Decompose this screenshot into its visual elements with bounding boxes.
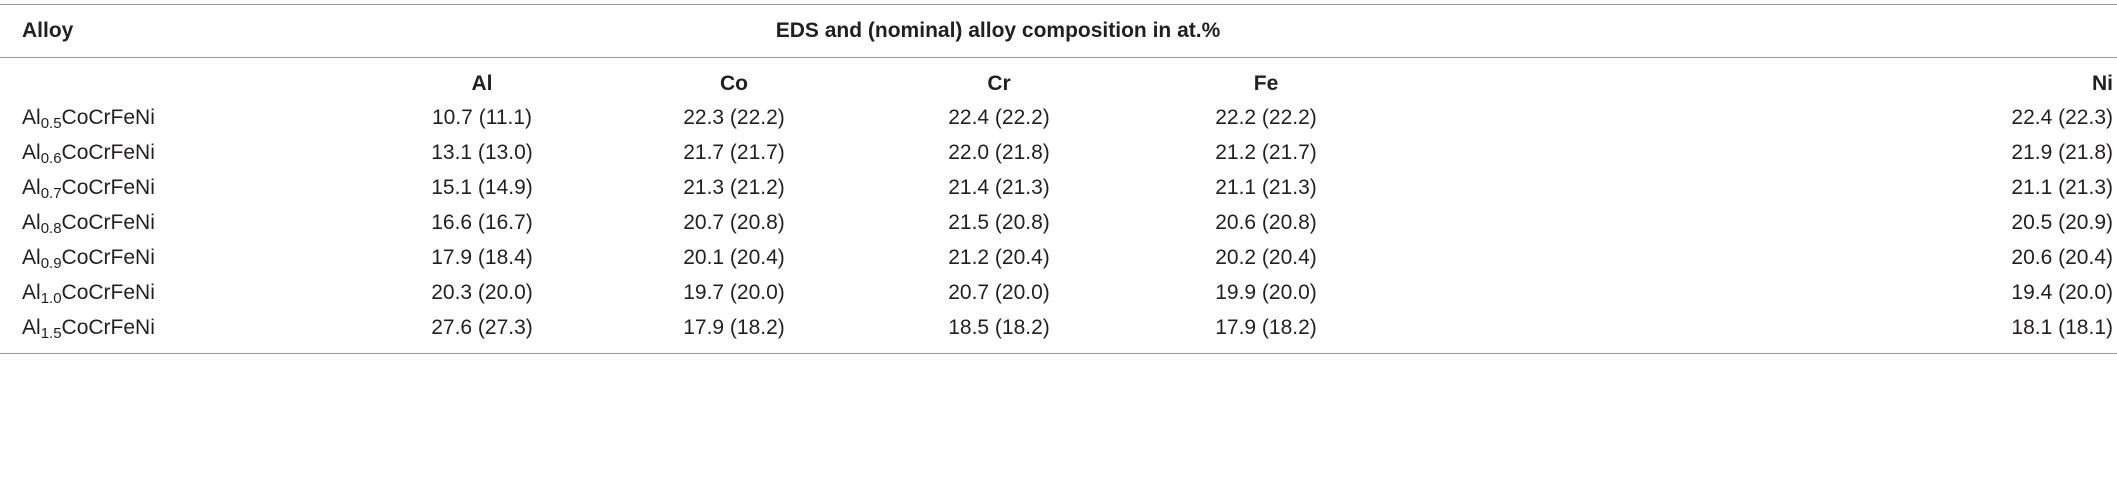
alloy-name: Al0.5CoCrFeNi [22, 105, 155, 131]
alloy-base: Al [22, 211, 41, 234]
composition-value: 27.6 (27.3) [431, 316, 533, 339]
composition-value: 21.7 (21.7) [683, 141, 785, 164]
alloy-header: Alloy [22, 19, 74, 42]
alloy-subscript: 0.7 [40, 185, 62, 202]
composition-value: 18.1 (18.1) [2011, 316, 2113, 339]
composition-value: 22.4 (22.3) [2011, 106, 2113, 129]
alloy-name: Al1.0CoCrFeNi [22, 280, 155, 306]
alloy-rest: CoCrFeNi [61, 246, 155, 269]
alloy-name: Al0.7CoCrFeNi [22, 175, 155, 201]
composition-value: 22.2 (22.2) [1215, 106, 1317, 129]
alloy-subscript: 1.5 [40, 325, 62, 342]
alloy-name: Al0.8CoCrFeNi [22, 210, 155, 236]
composition-value: 21.4 (21.3) [948, 176, 1050, 199]
alloy-rest: CoCrFeNi [61, 141, 155, 164]
alloy-rest: CoCrFeNi [61, 176, 155, 199]
composition-value: 17.9 (18.2) [683, 316, 785, 339]
composition-value: 17.9 (18.2) [1215, 316, 1317, 339]
bottom-rule [0, 353, 2117, 354]
alloy-subscript: 0.6 [40, 150, 62, 167]
alloy-rest: CoCrFeNi [61, 281, 155, 304]
alloy-rest: CoCrFeNi [61, 316, 155, 339]
composition-value: 22.4 (22.2) [948, 106, 1050, 129]
composition-value: 20.7 (20.8) [683, 211, 785, 234]
column-header: Cr [987, 72, 1011, 95]
composition-value: 21.2 (20.4) [948, 246, 1050, 269]
column-header: Fe [1253, 72, 1279, 95]
composition-value: 18.5 (18.2) [948, 316, 1050, 339]
composition-value: 22.0 (21.8) [948, 141, 1050, 164]
alloy-name: Al0.6CoCrFeNi [22, 140, 155, 166]
composition-value: 13.1 (13.0) [431, 141, 533, 164]
header-rule [0, 57, 2117, 58]
composition-value: 22.3 (22.2) [683, 106, 785, 129]
composition-value: 21.2 (21.7) [1215, 141, 1317, 164]
top-rule [0, 4, 2117, 5]
composition-value: 21.1 (21.3) [2011, 176, 2113, 199]
alloy-name: Al0.9CoCrFeNi [22, 245, 155, 271]
composition-value: 21.9 (21.8) [2011, 141, 2113, 164]
alloy-base: Al [22, 106, 41, 129]
alloy-subscript: 1.0 [40, 290, 62, 307]
composition-value: 21.3 (21.2) [683, 176, 785, 199]
composition-value: 21.1 (21.3) [1215, 176, 1317, 199]
composition-value: 19.7 (20.0) [683, 281, 785, 304]
column-header: Al [471, 72, 493, 95]
composition-value: 19.9 (20.0) [1215, 281, 1317, 304]
alloy-rest: CoCrFeNi [61, 211, 155, 234]
composition-value: 20.6 (20.4) [2011, 246, 2113, 269]
composition-value: 20.7 (20.0) [948, 281, 1050, 304]
composition-value: 20.2 (20.4) [1215, 246, 1317, 269]
composition-header: EDS and (nominal) alloy composition in a… [775, 19, 1221, 42]
column-header: Ni [2092, 72, 2113, 95]
alloy-subscript: 0.5 [40, 115, 62, 132]
composition-value: 20.6 (20.8) [1215, 211, 1317, 234]
composition-value: 17.9 (18.4) [431, 246, 533, 269]
alloy-subscript: 0.9 [40, 255, 62, 272]
alloy-subscript: 0.8 [40, 220, 62, 237]
alloy-name: Al1.5CoCrFeNi [22, 315, 155, 341]
alloy-base: Al [22, 246, 41, 269]
alloy-base: Al [22, 281, 41, 304]
composition-value: 10.7 (11.1) [431, 106, 533, 129]
composition-value: 20.5 (20.9) [2011, 211, 2113, 234]
column-header: Co [720, 72, 748, 95]
composition-value: 19.4 (20.0) [2011, 281, 2113, 304]
composition-value: 16.6 (16.7) [431, 211, 533, 234]
alloy-base: Al [22, 176, 41, 199]
alloy-rest: CoCrFeNi [61, 106, 155, 129]
composition-value: 20.3 (20.0) [431, 281, 533, 304]
composition-value: 15.1 (14.9) [431, 176, 533, 199]
alloy-base: Al [22, 316, 41, 339]
alloy-base: Al [22, 141, 41, 164]
composition-value: 21.5 (20.8) [948, 211, 1050, 234]
composition-value: 20.1 (20.4) [683, 246, 785, 269]
